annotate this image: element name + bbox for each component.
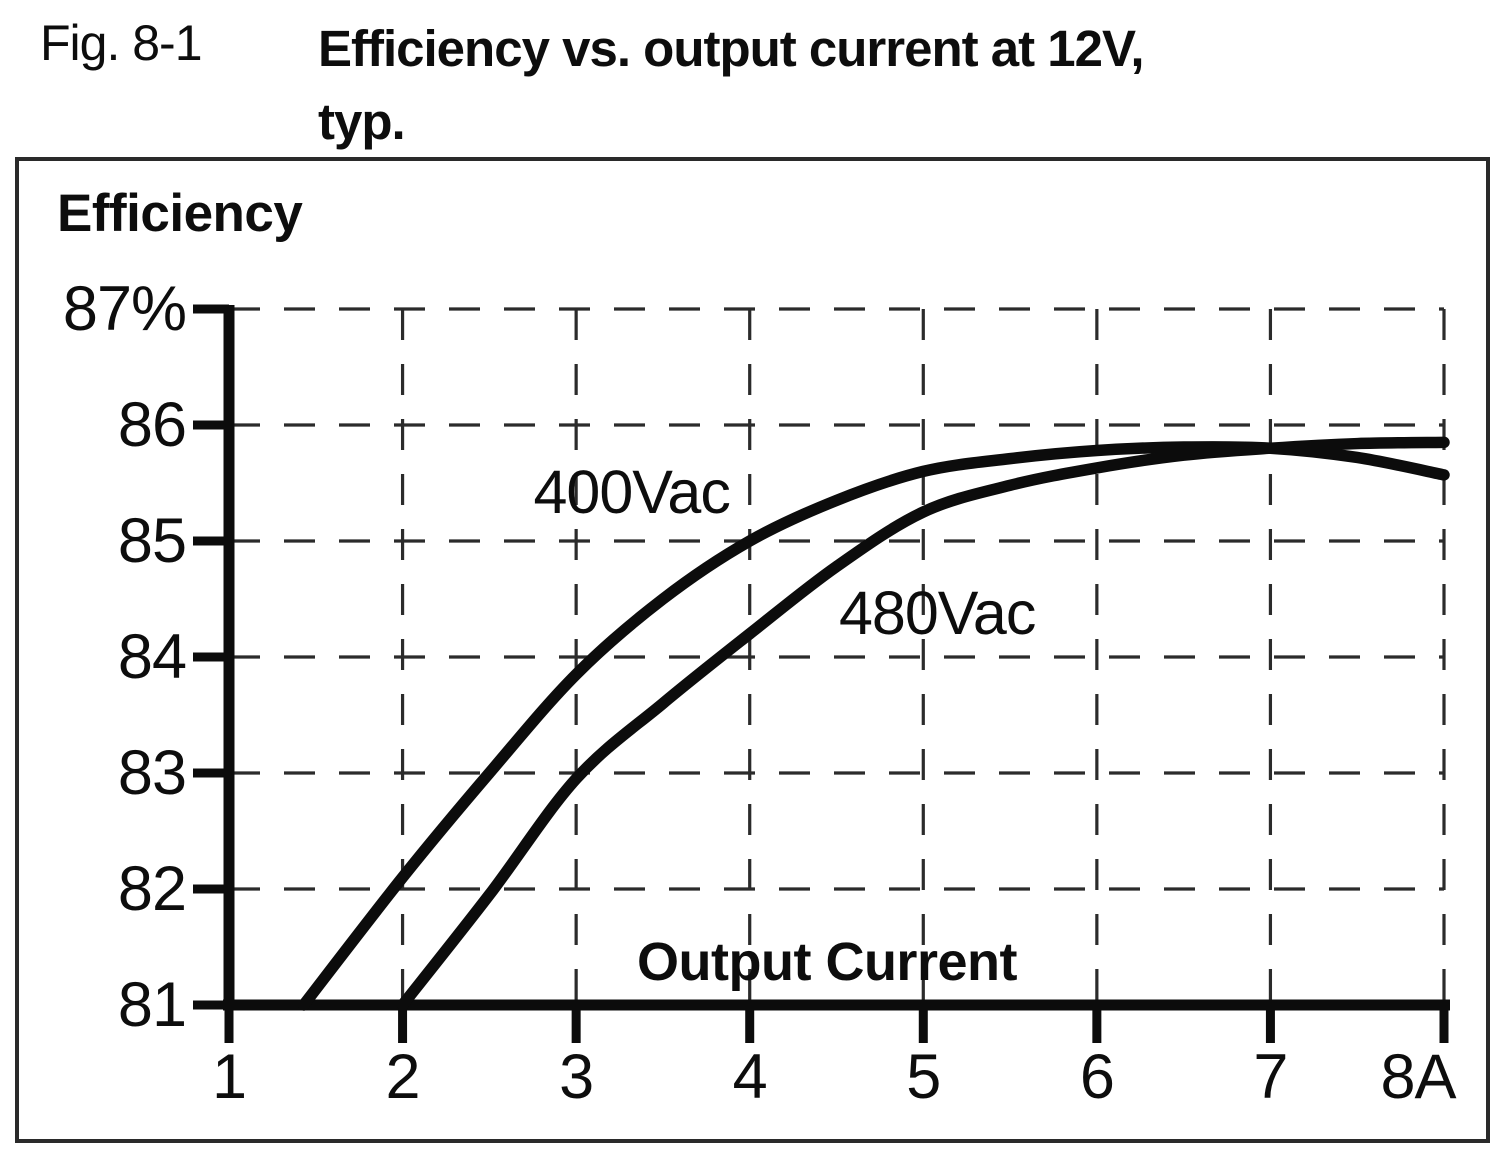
x-tick-label-4: 4 [732, 1042, 768, 1112]
x-tick-label-6: 6 [1079, 1042, 1115, 1112]
series-label-400vac: 400Vac [533, 458, 730, 527]
series-label-480vac: 480Vac [838, 578, 1036, 647]
y-tick-label-83: 83 [117, 738, 187, 808]
figure-title: Efficiency vs. output current at 12V, ty… [318, 12, 1468, 158]
x-tick-label-5: 5 [906, 1042, 941, 1112]
figure-number: Fig. 8-1 [40, 15, 203, 71]
figure-title-line1: Efficiency vs. output current at 12V, [318, 20, 1145, 77]
x-tick-label-2: 2 [385, 1042, 421, 1112]
y-tick-label-87: 87% [62, 274, 187, 344]
y-tick-label-86: 86 [117, 390, 187, 460]
y-tick-label-82: 82 [117, 854, 187, 924]
x-axis-title: Output Current [637, 932, 1017, 992]
figure-title-line2: typ. [318, 93, 406, 150]
y-axis-title: Efficiency [57, 184, 303, 243]
curve-480vac [396, 436, 1450, 1011]
x-tick-label-3: 3 [559, 1042, 594, 1112]
y-tick-label-85: 85 [117, 506, 187, 576]
x-tick-label-8: 8A [1380, 1042, 1456, 1112]
y-tick-label-84: 84 [117, 622, 187, 692]
y-tick-label-81: 81 [117, 970, 187, 1040]
x-tick-label-1: 1 [211, 1042, 247, 1112]
x-tick-label-7: 7 [1253, 1042, 1288, 1112]
figure-caption: Fig. 8-1 Efficiency vs. output current a… [0, 12, 1500, 157]
